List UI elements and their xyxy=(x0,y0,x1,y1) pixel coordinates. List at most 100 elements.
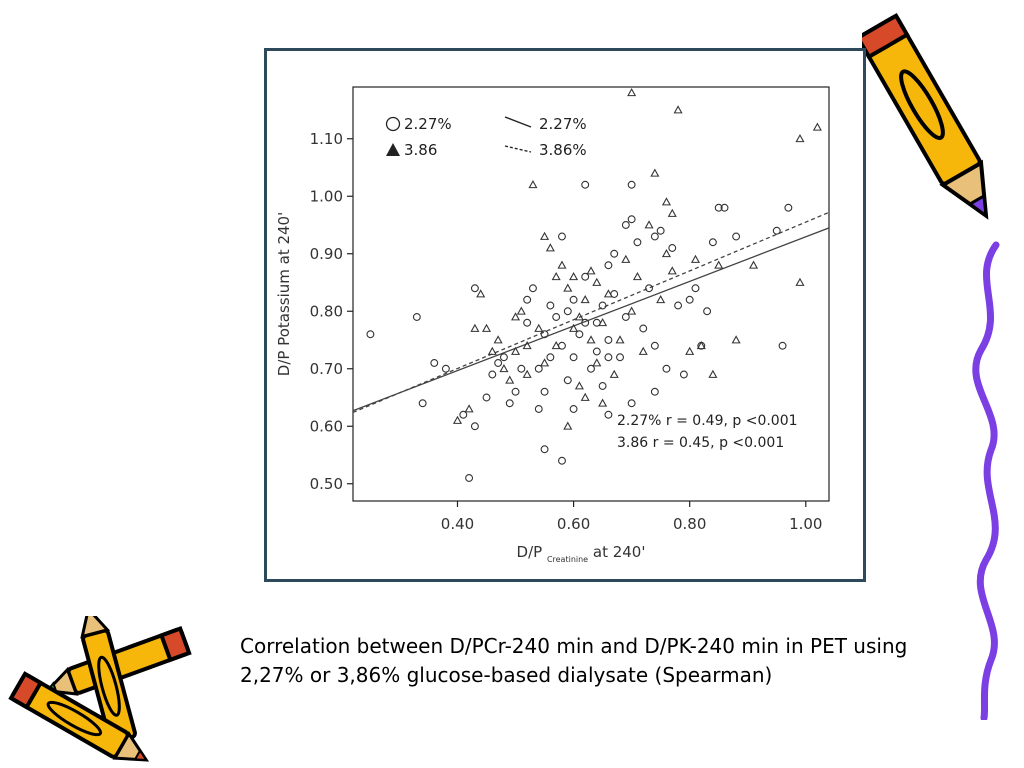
data-point-circle xyxy=(441,364,450,373)
data-point-triangle xyxy=(505,375,515,384)
data-point-triangle xyxy=(574,312,584,321)
data-point-circle xyxy=(633,238,642,247)
data-point-triangle xyxy=(545,243,555,252)
data-point-circle xyxy=(418,399,427,408)
y-tick-label: 1.00 xyxy=(310,187,343,205)
data-point-triangle xyxy=(812,122,822,131)
data-point-triangle xyxy=(499,364,509,373)
data-point-triangle xyxy=(557,260,567,269)
data-point-circle xyxy=(488,370,497,379)
data-point-circle xyxy=(499,353,508,362)
y-tick-label: 0.60 xyxy=(310,417,343,435)
data-point-triangle xyxy=(464,404,474,413)
data-point-triangle xyxy=(708,369,718,378)
data-point-triangle xyxy=(586,266,596,275)
data-point-circle xyxy=(581,180,590,189)
data-point-triangle xyxy=(522,341,532,350)
y-tick-label: 1.10 xyxy=(310,130,343,148)
data-point-circle xyxy=(772,226,781,235)
y-tick-label: 0.80 xyxy=(310,302,343,320)
legend-label: 3.86% xyxy=(539,141,587,159)
data-point-circle xyxy=(569,295,578,304)
data-point-circle xyxy=(616,353,624,362)
squiggle-line-decoration xyxy=(972,241,1000,720)
x-axis-label-main: D/P xyxy=(517,543,547,561)
data-point-circle xyxy=(732,232,741,241)
data-point-circle xyxy=(656,226,665,235)
data-point-circle xyxy=(470,422,479,431)
data-point-circle xyxy=(546,301,555,310)
x-tick-label: 0.80 xyxy=(673,515,706,533)
data-point-circle xyxy=(569,405,578,413)
data-point-triangle xyxy=(621,254,631,263)
data-point-triangle xyxy=(511,346,521,355)
data-point-triangle xyxy=(609,369,619,378)
data-point-circle xyxy=(604,410,613,419)
data-point-circle xyxy=(581,318,590,327)
data-point-triangle xyxy=(487,346,497,355)
x-tick-label: 0.60 xyxy=(557,515,590,533)
data-point-triangle xyxy=(667,266,677,275)
data-point-circle xyxy=(412,313,421,321)
data-point-triangle xyxy=(592,277,602,286)
data-point-circle xyxy=(604,336,613,344)
data-point-triangle xyxy=(452,415,463,424)
data-point-triangle xyxy=(540,231,550,240)
data-point-circle xyxy=(552,313,561,321)
data-point-circle xyxy=(645,284,653,293)
data-point-circle xyxy=(430,359,439,367)
data-point-circle xyxy=(691,284,700,293)
stats-annotation: 3.86 r = 0.45, p <0.001 xyxy=(617,435,784,451)
y-tick-label: 0.70 xyxy=(310,360,343,378)
data-point-circle xyxy=(679,370,688,379)
data-point-circle xyxy=(482,393,491,402)
data-point-triangle xyxy=(644,220,654,229)
data-point-circle xyxy=(621,313,630,321)
data-point-triangle xyxy=(749,260,759,269)
data-point-circle xyxy=(720,203,729,212)
data-point-triangle xyxy=(511,312,521,321)
data-point-triangle xyxy=(731,335,741,344)
plot-area-border xyxy=(352,86,830,502)
stats-annotation: 2.27% r = 0.49, p <0.001 xyxy=(617,413,798,429)
data-point-circle xyxy=(569,353,578,362)
data-point-triangle xyxy=(598,398,608,407)
data-point-circle xyxy=(517,364,526,373)
data-point-circle xyxy=(650,341,659,350)
data-point-circle xyxy=(534,364,543,373)
data-point-triangle xyxy=(650,168,660,177)
regression-line-solid xyxy=(353,227,829,412)
y-tick-label: 0.50 xyxy=(310,475,343,493)
data-point-triangle xyxy=(540,358,550,367)
regression-line-dashed xyxy=(353,211,829,414)
data-point-triangle xyxy=(603,289,613,298)
data-point-triangle xyxy=(638,346,648,355)
x-axis-label-subscript: Creatinine xyxy=(547,555,588,564)
data-point-triangle xyxy=(516,306,526,315)
data-point-triangle xyxy=(481,323,492,332)
legend-line-solid xyxy=(504,116,532,128)
data-point-triangle xyxy=(661,197,671,206)
data-point-triangle xyxy=(661,249,671,258)
data-point-triangle xyxy=(476,289,486,298)
pencil-icon-top-right xyxy=(862,13,989,220)
x-axis-label-suffix: at 240' xyxy=(588,543,645,561)
data-point-triangle xyxy=(615,335,625,344)
data-point-triangle xyxy=(795,277,805,286)
data-point-triangle xyxy=(696,341,706,350)
data-point-circle xyxy=(668,244,677,252)
chart-frame: 0.50 0.60 0.70 0.80 0.90 1.00 1.10 0.40 0.60 0.80… xyxy=(264,48,866,582)
data-point-circle xyxy=(534,405,543,413)
pencils-icon-bottom-left xyxy=(8,616,192,762)
data-point-circle xyxy=(558,232,566,241)
data-point-circle xyxy=(470,284,479,293)
data-point-circle xyxy=(604,261,613,270)
x-tick-label: 1.00 xyxy=(789,515,822,533)
data-point-triangle xyxy=(563,283,573,292)
data-point-triangle xyxy=(528,180,538,189)
data-point-circle xyxy=(604,353,613,362)
data-point-circle xyxy=(540,330,549,339)
data-point-circle xyxy=(627,399,636,408)
data-point-triangle xyxy=(534,323,544,332)
data-point-triangle xyxy=(580,295,590,304)
